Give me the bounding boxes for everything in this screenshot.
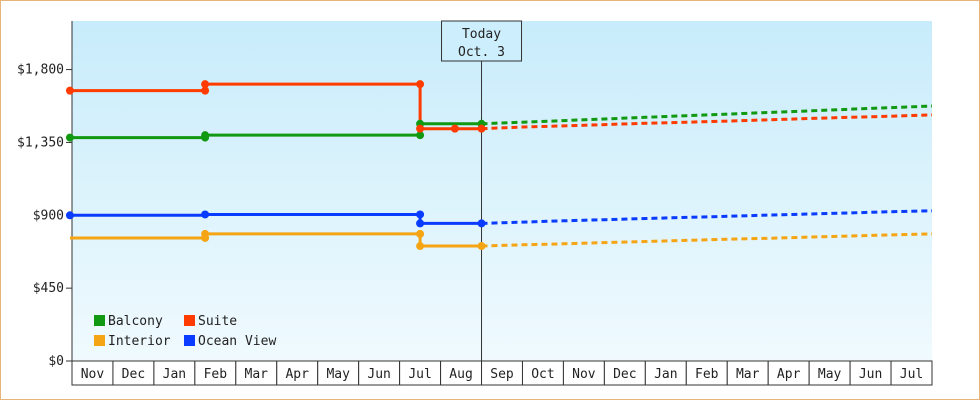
data-point-suite bbox=[477, 124, 486, 133]
data-point-suite bbox=[201, 86, 210, 95]
data-point-ocean-view bbox=[65, 211, 74, 220]
x-tick-label: Dec bbox=[613, 367, 636, 382]
series-forecast-suite bbox=[481, 113, 933, 131]
data-point-ocean-view bbox=[477, 219, 486, 228]
y-tick-label: $450 bbox=[33, 281, 64, 296]
x-tick-label: Feb bbox=[204, 367, 228, 382]
x-category-cell bbox=[808, 360, 851, 386]
today-label: Today bbox=[462, 27, 501, 42]
legend-label: Suite bbox=[198, 314, 237, 329]
x-tick-label: Oct bbox=[531, 367, 554, 382]
legend-label: Balcony bbox=[108, 314, 163, 329]
plot-area bbox=[72, 21, 932, 361]
data-point-ocean-view bbox=[416, 210, 425, 219]
data-point-interior bbox=[416, 242, 425, 251]
today-label: Oct. 3 bbox=[458, 45, 505, 60]
data-point-balcony bbox=[201, 131, 210, 140]
series-line-suite bbox=[70, 82, 482, 131]
x-tick-label: Apr bbox=[285, 367, 309, 382]
x-tick-label: Feb bbox=[695, 367, 719, 382]
legend-label: Ocean View bbox=[198, 334, 276, 349]
x-tick-label: Jul bbox=[900, 367, 923, 382]
legend-swatch bbox=[94, 335, 105, 346]
x-category-cell bbox=[276, 360, 319, 386]
x-category-cell bbox=[399, 360, 442, 386]
data-point-suite bbox=[65, 86, 74, 95]
data-point-interior bbox=[416, 229, 425, 238]
data-point-suite bbox=[416, 80, 425, 89]
x-category-cell bbox=[235, 360, 278, 386]
series-line-interior bbox=[70, 232, 482, 248]
x-tick-label: Dec bbox=[122, 367, 145, 382]
x-category-cell bbox=[194, 360, 237, 386]
series-forecast-balcony bbox=[481, 104, 933, 126]
x-tick-label: Jul bbox=[408, 367, 431, 382]
legend-swatch bbox=[184, 315, 195, 326]
data-point-ocean-view bbox=[201, 210, 210, 219]
series-line-balcony bbox=[70, 122, 482, 140]
legend-swatch bbox=[94, 315, 105, 326]
series-forecast-ocean-view bbox=[481, 209, 933, 225]
x-tick-label: Nov bbox=[572, 367, 596, 382]
legend-label: Interior bbox=[108, 334, 171, 349]
x-tick-label: May bbox=[326, 367, 350, 382]
x-category-cell bbox=[71, 360, 114, 386]
data-point-suite bbox=[201, 80, 210, 89]
data-point-interior bbox=[477, 242, 486, 251]
legend-swatch bbox=[184, 335, 195, 346]
x-category-cell bbox=[890, 360, 933, 386]
x-tick-label: May bbox=[818, 367, 842, 382]
x-tick-label: Mar bbox=[736, 367, 760, 382]
x-category-cell bbox=[726, 360, 769, 386]
data-point-balcony bbox=[65, 133, 74, 142]
data-point-suite bbox=[416, 124, 425, 133]
y-tick-label: $1,350 bbox=[17, 135, 64, 150]
x-category-cell bbox=[685, 360, 728, 386]
y-tick-label: $900 bbox=[33, 208, 64, 223]
x-category-cell bbox=[603, 360, 646, 386]
x-category-cell bbox=[153, 360, 196, 386]
data-point-ocean-view bbox=[416, 219, 425, 228]
y-tick-label: $0 bbox=[48, 354, 64, 369]
x-category-cell bbox=[112, 360, 155, 386]
today-callout bbox=[441, 20, 523, 62]
data-point-interior bbox=[201, 229, 210, 238]
x-tick-label: Nov bbox=[81, 367, 105, 382]
series-forecast-interior bbox=[481, 232, 933, 248]
x-category-cell bbox=[849, 360, 892, 386]
x-tick-label: Jun bbox=[367, 367, 390, 382]
y-tick-label: $1,800 bbox=[17, 63, 64, 78]
data-point-suite bbox=[450, 124, 459, 133]
x-tick-label: Mar bbox=[245, 367, 269, 382]
x-tick-label: Sep bbox=[490, 367, 514, 382]
x-tick-label: Jan bbox=[654, 367, 677, 382]
x-category-cell bbox=[562, 360, 605, 386]
data-point-balcony bbox=[416, 131, 425, 140]
x-tick-label: Apr bbox=[777, 367, 801, 382]
x-tick-label: Jun bbox=[859, 367, 882, 382]
x-tick-label: Jan bbox=[163, 367, 186, 382]
x-tick-label: Aug bbox=[449, 367, 472, 382]
x-category-cell bbox=[481, 360, 523, 386]
series-line-ocean-view bbox=[70, 213, 482, 225]
